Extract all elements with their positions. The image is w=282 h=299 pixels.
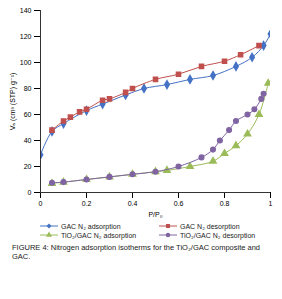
svg-text:0.8: 0.8 <box>220 200 230 207</box>
svg-text:60: 60 <box>24 111 32 118</box>
svg-text:20: 20 <box>24 163 32 170</box>
svg-text:0.6: 0.6 <box>174 200 184 207</box>
svg-text:80: 80 <box>24 85 32 92</box>
svg-text:1: 1 <box>269 200 273 207</box>
html-text:TiO₂/GAC N₂ adsorption: TiO₂/GAC N₂ adsorption <box>61 231 137 239</box>
svg-text:0: 0 <box>28 189 32 196</box>
svg-text:0: 0 <box>39 200 43 207</box>
html-text:GAC N₂ desorption: GAC N₂ desorption <box>180 222 240 230</box>
svg-text:100: 100 <box>20 59 32 66</box>
html-text:FIGURE 4: Nitrogen adsorption: FIGURE 4: Nitrogen adsorption isotherms … <box>12 243 260 262</box>
html-text:GAC N₂ adsorption: GAC N₂ adsorption <box>61 222 121 230</box>
svg-text:120: 120 <box>20 33 32 40</box>
svg-text:0.2: 0.2 <box>82 200 92 207</box>
svg-text:Vₐ (cm³ (STP) g⁻¹): Vₐ (cm³ (STP) g⁻¹) <box>9 73 17 131</box>
svg-text:0.4: 0.4 <box>128 200 138 207</box>
html-text:TiO₂/GAC N₂ desorption: TiO₂/GAC N₂ desorption <box>180 231 256 239</box>
svg-text:140: 140 <box>20 7 32 14</box>
svg-text:40: 40 <box>24 137 32 144</box>
svg-text:P/P₀: P/P₀ <box>148 211 162 218</box>
